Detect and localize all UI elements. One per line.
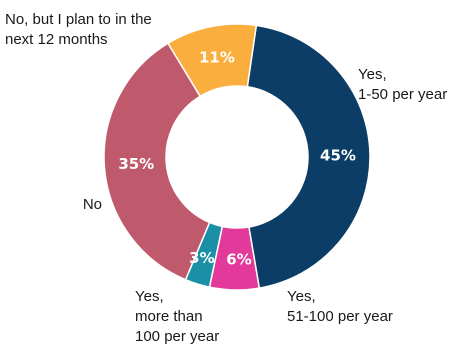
category-label-line: Yes, (358, 66, 387, 83)
slice-no-but-i-plan-to-in-the-next-12-months (166, 23, 258, 98)
category-label-no: No (83, 196, 102, 213)
category-label-line: No (83, 196, 102, 213)
category-label-line: more than (135, 308, 203, 325)
percent-label-yes-more-than-100-per-year: 3% (189, 249, 214, 267)
category-label-line: 51-100 per year (287, 308, 393, 325)
category-label-yes-51-100-per-year: Yes, 51-100 per year (287, 288, 393, 325)
category-label-no-but-i-plan-to-in-the-next-12-months: No, but I plan to in the next 12 months (5, 11, 152, 48)
category-label-line: 100 per year (135, 328, 219, 345)
slice-no (103, 42, 211, 281)
category-label-line: next 12 months (5, 31, 108, 48)
category-label-line: No, but I plan to in the (5, 11, 152, 28)
percent-label-yes-1-50-per-year: 45% (320, 146, 356, 164)
percent-label-no-but-i-plan-to-in-the-next-12-months: 11% (199, 49, 235, 67)
percent-label-yes-51-100-per-year: 6% (226, 250, 251, 268)
percent-label-no: 35% (118, 155, 154, 173)
slices-layer (103, 23, 371, 291)
category-label-line: Yes, (135, 288, 164, 305)
percent-labels-layer: 45% 6% 3% 35% 11% (118, 49, 356, 269)
category-label-yes-1-50-per-year: Yes, 1-50 per year (358, 66, 447, 103)
category-label-line: Yes, (287, 288, 316, 305)
category-label-line: 1-50 per year (358, 86, 447, 103)
category-label-yes-more-than-100-per-year: Yes, more than 100 per year (135, 288, 219, 345)
slice-yes-1-50-per-year (246, 24, 371, 289)
